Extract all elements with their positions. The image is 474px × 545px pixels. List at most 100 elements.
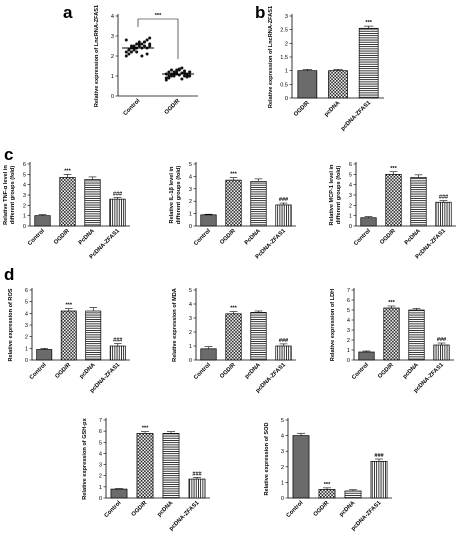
data-point — [183, 74, 186, 78]
y-tick-label: 6 — [23, 162, 26, 168]
y-axis-label: Relative MCP-1 level indifferent groups … — [329, 164, 342, 226]
data-point — [127, 48, 131, 52]
y-tick-label: 5 — [25, 300, 28, 306]
y-tick-label: 0 — [23, 224, 26, 230]
y-axis-label: Relative expression of SOD — [264, 422, 270, 495]
significance-bracket — [137, 18, 179, 59]
bar — [85, 310, 102, 361]
bar — [250, 312, 267, 361]
bar — [84, 179, 101, 227]
y-axis-label: Relative expression of MDA — [172, 288, 178, 362]
bar — [109, 345, 126, 361]
y-tick-label: 1 — [23, 214, 26, 220]
y-tick-label: 0 — [189, 358, 192, 364]
y-tick-label: 1 — [189, 344, 192, 350]
data-point — [177, 67, 181, 71]
data-point — [130, 44, 133, 48]
y-tick-label: 1 — [281, 480, 284, 486]
y-tick-label: 1 — [349, 214, 352, 220]
data-point — [145, 52, 149, 56]
bar — [34, 215, 51, 227]
bar — [275, 204, 292, 227]
y-tick-label: 4 — [23, 183, 26, 189]
y-axis-label-line: different groups (fold) — [10, 166, 16, 225]
chart-c2: 0 1 2 3 4 5 Relative IL-1β level indifferent g… — [169, 162, 296, 260]
y-tick-label: 4 — [189, 302, 192, 308]
data-point — [135, 42, 139, 46]
data-point — [175, 68, 179, 72]
data-point — [124, 54, 128, 58]
y-tick-label: 5 — [23, 172, 26, 178]
bar — [225, 313, 242, 361]
chart-a: 0 1 2 3 4 Relative expression of LncRNA-ZFAS1… — [94, 5, 198, 117]
y-tick-label: 4 — [189, 174, 192, 180]
bar — [383, 307, 400, 361]
significance-marker: *** — [230, 172, 237, 178]
x-tick-label: OGD/R — [219, 362, 237, 380]
data-point — [124, 50, 128, 54]
x-tick-label: pcDNA-ZFAS1 — [340, 100, 373, 133]
chart-d4: 0 1 2 3 4 5 6 7 Relative expression of GSH-px Con… — [82, 417, 210, 532]
y-tick-label: 7 — [99, 418, 102, 424]
chart-d2: 0 1 2 3 4 5 Relative expression of MDA Control O… — [172, 288, 296, 394]
bar — [200, 214, 217, 227]
y-tick-label: 1 — [25, 346, 28, 352]
x-tick-label: Control — [27, 228, 46, 247]
y-tick-label: 3 — [189, 316, 192, 322]
panel-letter-b: b — [255, 3, 265, 22]
x-tick-label: pcDNA — [244, 362, 262, 380]
y-tick-label: 2 — [349, 203, 352, 209]
y-tick-label: 2 — [189, 199, 192, 205]
data-point — [140, 54, 144, 58]
significance-marker: *** — [64, 168, 71, 174]
y-tick-label: 2 — [189, 330, 192, 336]
y-tick-label: 1.5 — [280, 55, 288, 61]
panel-letter-c: c — [4, 145, 13, 164]
bar — [162, 433, 180, 499]
y-tick-label: 6 — [99, 429, 102, 435]
significance-marker: *** — [142, 426, 149, 432]
data-point — [143, 44, 146, 48]
significance-marker: *** — [155, 13, 162, 19]
significance-marker: *** — [230, 306, 237, 312]
chart-d3: 0 1 2 3 4 5 6 7 Relative expression of LDH Contro… — [330, 288, 454, 394]
bar — [328, 70, 348, 99]
data-point — [124, 38, 128, 42]
data-point — [148, 44, 152, 48]
chart-panels: 0 1 2 3 4 Relative expression of LncRNA-ZFAS1… — [3, 5, 456, 532]
bar — [435, 201, 452, 227]
data-point — [143, 40, 146, 44]
bar — [225, 179, 242, 227]
chart-b: 0 0.5 1 1.5 2 2.5 3 Relative expression of LncR… — [268, 6, 384, 132]
y-axis-label: Relative expression of LncRNA-ZFAS1 — [268, 6, 274, 108]
bar — [275, 345, 292, 361]
y-tick-label: 5 — [189, 162, 192, 168]
y-tick-label: 5 — [347, 308, 350, 314]
y-tick-label: 0 — [349, 224, 352, 230]
x-tick-label: Control — [286, 500, 305, 519]
bar — [318, 489, 336, 499]
bar — [370, 460, 388, 499]
y-axis-label: Relative expression of LDH — [330, 289, 336, 361]
x-tick-label: Control — [193, 228, 212, 247]
y-axis-label-line: Relative TNF-α level in — [3, 165, 9, 225]
significance-marker: ### — [279, 338, 289, 344]
data-point — [180, 66, 184, 70]
significance-marker: ### — [437, 337, 447, 343]
bar — [358, 27, 379, 99]
y-tick-label: 4 — [25, 311, 28, 317]
x-tick-label: Control — [123, 98, 142, 117]
y-tick-label: 6 — [25, 288, 28, 294]
data-point — [188, 74, 192, 78]
bar — [410, 177, 427, 227]
bar — [36, 349, 53, 361]
y-tick-label: 3 — [349, 193, 352, 199]
y-tick-label: 0 — [347, 358, 350, 364]
y-tick-label: 1 — [189, 212, 192, 218]
y-tick-label: 5 — [99, 440, 102, 446]
y-axis-label: Relative expression of ROS — [8, 288, 14, 361]
significance-marker: ### — [113, 192, 123, 198]
bar — [59, 177, 76, 227]
x-tick-label: OGD/R — [54, 362, 72, 380]
x-tick-label: pcDNA — [402, 362, 420, 380]
